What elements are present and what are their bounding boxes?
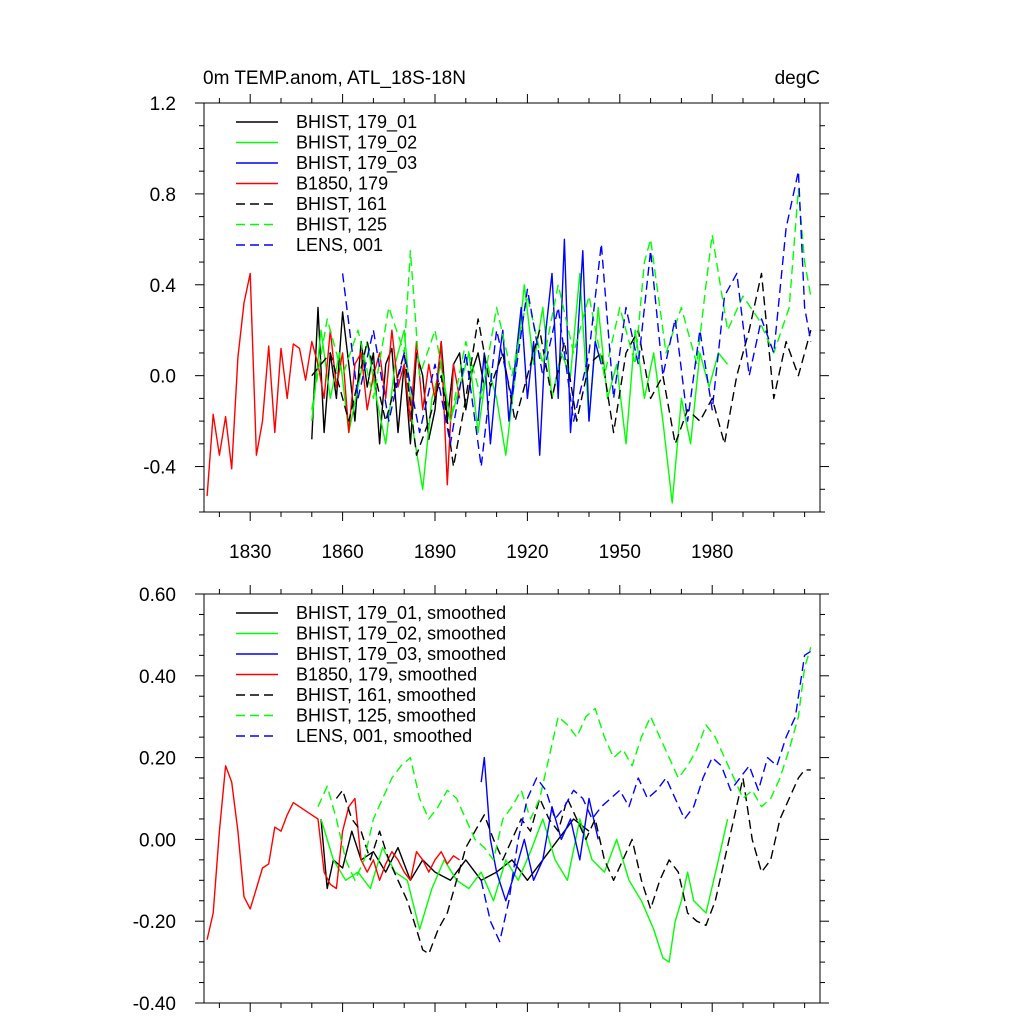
y-tick-label: 0.40 [139, 667, 176, 688]
top-chart-title: 0m TEMP.anom, ATL_18S-18N [203, 68, 466, 89]
series-group [206, 170, 812, 504]
series-line-bhist-179-03-smoothed [480, 756, 599, 902]
series-line-bhist-179-01 [311, 306, 485, 445]
series-line-bhist-161 [311, 272, 812, 468]
series-line-lens-001 [341, 170, 812, 468]
x-tick-label: 1860 [321, 542, 363, 563]
series-group [206, 646, 812, 963]
legend-label: BHIST, 179_02 [296, 133, 417, 154]
legend-label: LENS, 001, smoothed [296, 726, 472, 746]
series-line-b1850-179-smoothed [206, 765, 460, 940]
legend-label: BHIST, 161, smoothed [296, 685, 476, 705]
x-tick-label: 1890 [414, 542, 456, 563]
series-line-bhist-179-03 [477, 238, 602, 456]
y-tick-label: 0.00 [139, 830, 176, 851]
legend-label: B1850, 179, smoothed [296, 665, 477, 685]
legend-label: LENS, 001 [296, 235, 383, 255]
series-line-bhist-179-01-smoothed [320, 818, 590, 890]
legend-label: BHIST, 179_01 [296, 112, 417, 133]
series-line-bhist-125 [311, 188, 812, 422]
series-line-b1850-179 [206, 272, 461, 497]
x-tick-label: 1980 [691, 542, 733, 563]
top-plot: -0.4 0.0 0.4 0.8 1.2 1830 1860 1890 1920 1950 1980… [143, 94, 829, 563]
y-tick-label: 0.60 [139, 585, 176, 606]
y-tick-label: 0.0 [150, 367, 176, 388]
x-tick-label: 1950 [599, 542, 641, 563]
legend-label: BHIST, 179_03 [296, 153, 417, 174]
y-tick-label: -0.20 [133, 912, 176, 933]
legend-label: BHIST, 179_03, smoothed [296, 644, 506, 665]
series-line-bhist-161-smoothed [335, 769, 811, 955]
legend-label: B1850, 179 [296, 174, 388, 194]
y-tick-label: -0.4 [143, 458, 176, 479]
x-tick-label: 1920 [506, 542, 548, 563]
series-line-lens-001-smoothed [480, 650, 812, 943]
y-tick-label: 0.8 [150, 185, 176, 206]
y-tick-label: 0.4 [150, 276, 177, 297]
legend-label: BHIST, 161 [296, 194, 387, 214]
y-tick-label: 1.2 [150, 94, 176, 115]
series-line-bhist-125-smoothed [317, 646, 812, 881]
top-chart-units: degC [775, 68, 820, 89]
legend-label: BHIST, 125 [296, 215, 387, 235]
y-tick-label: -0.40 [133, 994, 176, 1015]
legend-label: BHIST, 125, smoothed [296, 706, 476, 726]
legend-label: BHIST, 179_02, smoothed [296, 624, 506, 645]
series-line-bhist-179-02 [311, 272, 729, 504]
x-tick-label: 1830 [229, 542, 271, 563]
bottom-plot: -0.40 -0.20 0.00 0.20 0.40 0.60 BHIST, 179_01,… [133, 585, 829, 1015]
y-tick-label: 0.20 [139, 749, 176, 770]
legend-label: BHIST, 179_01, smoothed [296, 603, 506, 624]
